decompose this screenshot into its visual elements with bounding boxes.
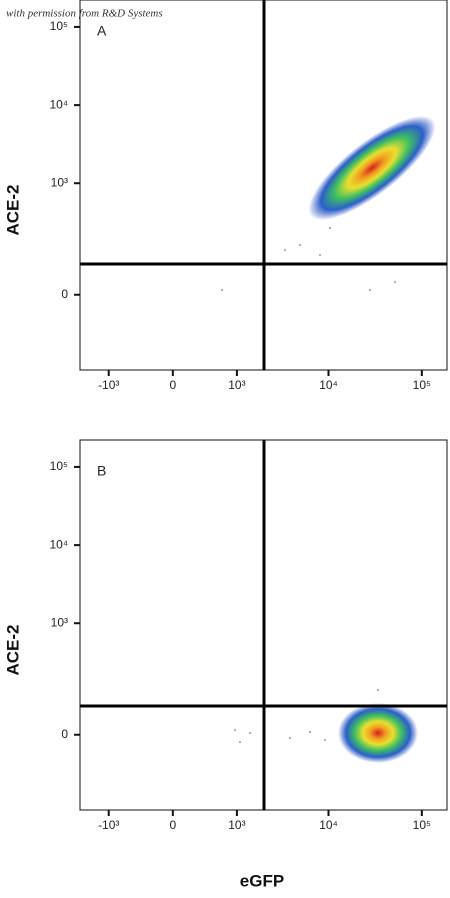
x-tick-label: 10⁴	[319, 378, 338, 392]
x-tick-label: 0	[169, 818, 176, 832]
sparse-events	[221, 227, 396, 743]
x-tick-label: 10³	[228, 378, 245, 392]
y-tick-label: 10³	[51, 175, 68, 189]
x-tick-label: -10³	[98, 818, 119, 832]
y-axis-label: ACE-2	[3, 184, 22, 235]
x-tick-label: 10⁵	[413, 378, 431, 392]
caption: with permission from R&D Systems	[6, 8, 163, 20]
y-axis-label: ACE-2	[3, 624, 22, 675]
x-tick-label: 10⁴	[319, 818, 338, 832]
x-tick-label: 10⁵	[413, 818, 431, 832]
event-cloud	[338, 703, 418, 763]
x-axis-label: eGFP	[240, 871, 284, 890]
panel-label: A	[97, 23, 107, 39]
y-tick-label: 10⁴	[49, 97, 68, 111]
y-tick-label: 10⁴	[49, 537, 68, 551]
x-tick-label: -10³	[98, 378, 119, 392]
event-cloud	[308, 115, 436, 221]
y-tick-label: 0	[61, 287, 68, 301]
x-tick-label: 0	[169, 378, 176, 392]
y-tick-label: 10⁵	[50, 19, 68, 33]
x-tick-label: 10³	[228, 818, 245, 832]
y-tick-label: 10³	[51, 615, 68, 629]
y-tick-label: 10⁵	[50, 459, 68, 473]
y-tick-label: 0	[61, 727, 68, 741]
panel-label: B	[97, 463, 106, 479]
